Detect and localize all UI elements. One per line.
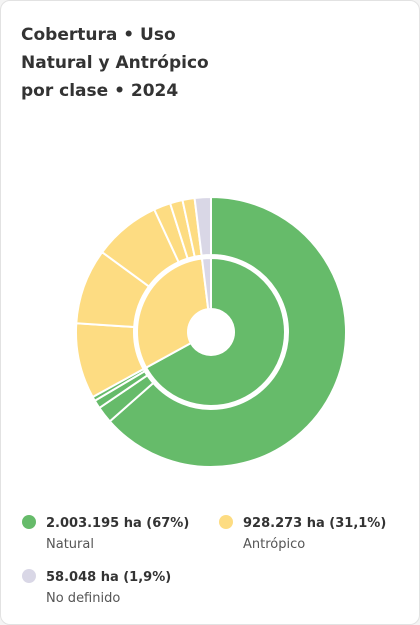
inner-segment: [200, 256, 212, 311]
legend-marker: [22, 515, 36, 529]
legend-marker: [219, 515, 233, 529]
legend-marker: [22, 569, 36, 583]
chart-title: Cobertura • Uso Natural y Antrópico por …: [21, 25, 209, 101]
legend-value: 2.003.195 ha (67%): [46, 516, 189, 531]
legend-label: Natural: [46, 537, 94, 552]
outer-segment: [108, 195, 347, 468]
legend-value: 928.273 ha (31,1%): [243, 516, 386, 531]
legend-label: No definido: [46, 591, 120, 606]
outer-segment: [193, 195, 212, 257]
inner-segment: [136, 257, 210, 369]
inner-segment: [144, 256, 286, 407]
legend-label: Antrópico: [243, 537, 305, 552]
legend-value: 58.048 ha (1,9%): [46, 570, 171, 585]
